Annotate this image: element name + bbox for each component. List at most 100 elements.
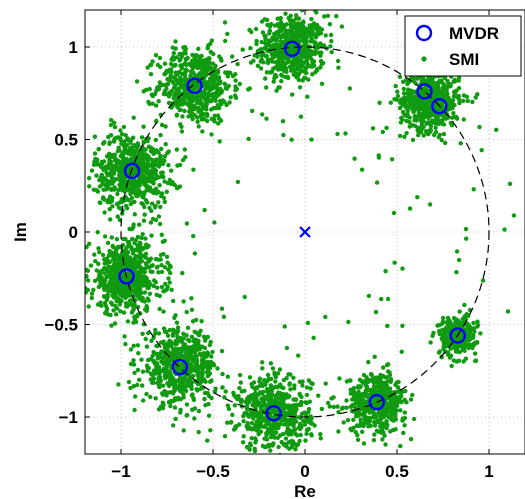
smi-point xyxy=(269,45,274,50)
smi-point xyxy=(454,88,459,93)
x-tick-label-4: 1 xyxy=(484,462,493,481)
smi-point xyxy=(178,368,184,374)
smi-point xyxy=(319,50,324,55)
smi-point xyxy=(137,377,142,382)
smi-point xyxy=(108,133,114,138)
smi-point xyxy=(124,252,130,257)
smi-point xyxy=(87,241,92,246)
smi-point xyxy=(140,369,146,374)
smi-point xyxy=(160,400,165,405)
smi-point xyxy=(228,95,233,100)
smi-point xyxy=(271,408,277,413)
smi-point xyxy=(318,436,323,441)
smi-point xyxy=(279,64,284,70)
smi-point xyxy=(98,200,103,205)
smi-point xyxy=(104,297,110,302)
smi-point xyxy=(154,103,159,108)
smi-point xyxy=(183,388,189,394)
mvdr-point-0 xyxy=(283,40,301,58)
smi-point xyxy=(162,238,167,243)
smi-point xyxy=(182,94,188,100)
smi-point xyxy=(271,53,276,58)
smi-point xyxy=(133,259,138,265)
smi-point xyxy=(295,21,300,26)
smi-point xyxy=(177,383,183,389)
smi-point xyxy=(132,302,137,307)
smi-point xyxy=(164,82,170,87)
smi-point xyxy=(397,133,403,139)
smi-point xyxy=(158,204,163,210)
smi-point xyxy=(305,61,310,66)
smi-point xyxy=(474,340,480,345)
smi-point xyxy=(115,191,120,197)
smi-point xyxy=(117,200,122,205)
smi-point xyxy=(183,67,189,72)
smi-point xyxy=(419,99,424,104)
smi-point xyxy=(188,63,193,68)
smi-point xyxy=(252,448,258,454)
smi-point xyxy=(316,393,321,398)
smi-point xyxy=(197,332,202,337)
smi-point xyxy=(477,124,482,130)
smi-point xyxy=(141,398,146,403)
smi-point xyxy=(210,72,215,78)
smi-point xyxy=(172,405,178,410)
smi-point xyxy=(144,363,150,368)
smi-point xyxy=(471,187,476,192)
smi-point xyxy=(109,117,114,123)
smi-point xyxy=(168,264,173,269)
smi-point xyxy=(182,373,188,378)
smi-point xyxy=(163,281,168,287)
smi-point xyxy=(361,441,367,446)
smi-point xyxy=(413,123,418,129)
smi-point xyxy=(336,429,341,434)
smi-point xyxy=(327,404,332,409)
smi-point xyxy=(442,75,447,81)
smi-point xyxy=(268,460,272,464)
smi-point xyxy=(400,323,405,328)
smi-point xyxy=(181,365,187,370)
smi-point xyxy=(120,155,126,161)
smi-point xyxy=(318,432,323,437)
smi-point xyxy=(225,31,230,37)
smi-point xyxy=(308,386,313,391)
smi-point xyxy=(394,380,400,385)
smi-point xyxy=(264,85,269,90)
smi-point xyxy=(511,213,517,218)
smi-point xyxy=(181,299,186,304)
smi-point xyxy=(150,164,155,170)
smi-point xyxy=(108,122,114,128)
smi-point xyxy=(100,252,106,258)
smi-point xyxy=(104,256,109,261)
smi-point xyxy=(235,179,241,185)
smi-point xyxy=(215,113,221,118)
smi-point xyxy=(366,424,371,429)
smi-point xyxy=(284,471,288,475)
smi-point xyxy=(282,324,287,329)
smi-point xyxy=(268,448,273,453)
smi-point xyxy=(382,380,387,386)
smi-point xyxy=(377,100,382,106)
smi-point xyxy=(137,284,143,290)
smi-point xyxy=(136,351,141,356)
smi-point xyxy=(187,381,192,386)
smi-point xyxy=(107,151,112,156)
smi-point xyxy=(445,321,451,327)
smi-point xyxy=(256,425,261,431)
smi-point xyxy=(218,98,223,104)
smi-point xyxy=(234,86,240,92)
smi-point xyxy=(375,403,380,408)
smi-point xyxy=(363,388,369,393)
smi-point xyxy=(241,434,246,439)
smi-point xyxy=(172,182,177,188)
smi-point xyxy=(151,358,157,364)
smi-point xyxy=(380,129,385,135)
smi-point xyxy=(423,78,428,83)
smi-point xyxy=(165,360,170,366)
smi-point xyxy=(400,416,405,421)
smi-point xyxy=(109,235,115,240)
smi-point xyxy=(157,183,162,188)
smi-point xyxy=(201,58,207,63)
smi-point xyxy=(367,393,372,398)
smi-point xyxy=(149,177,154,182)
